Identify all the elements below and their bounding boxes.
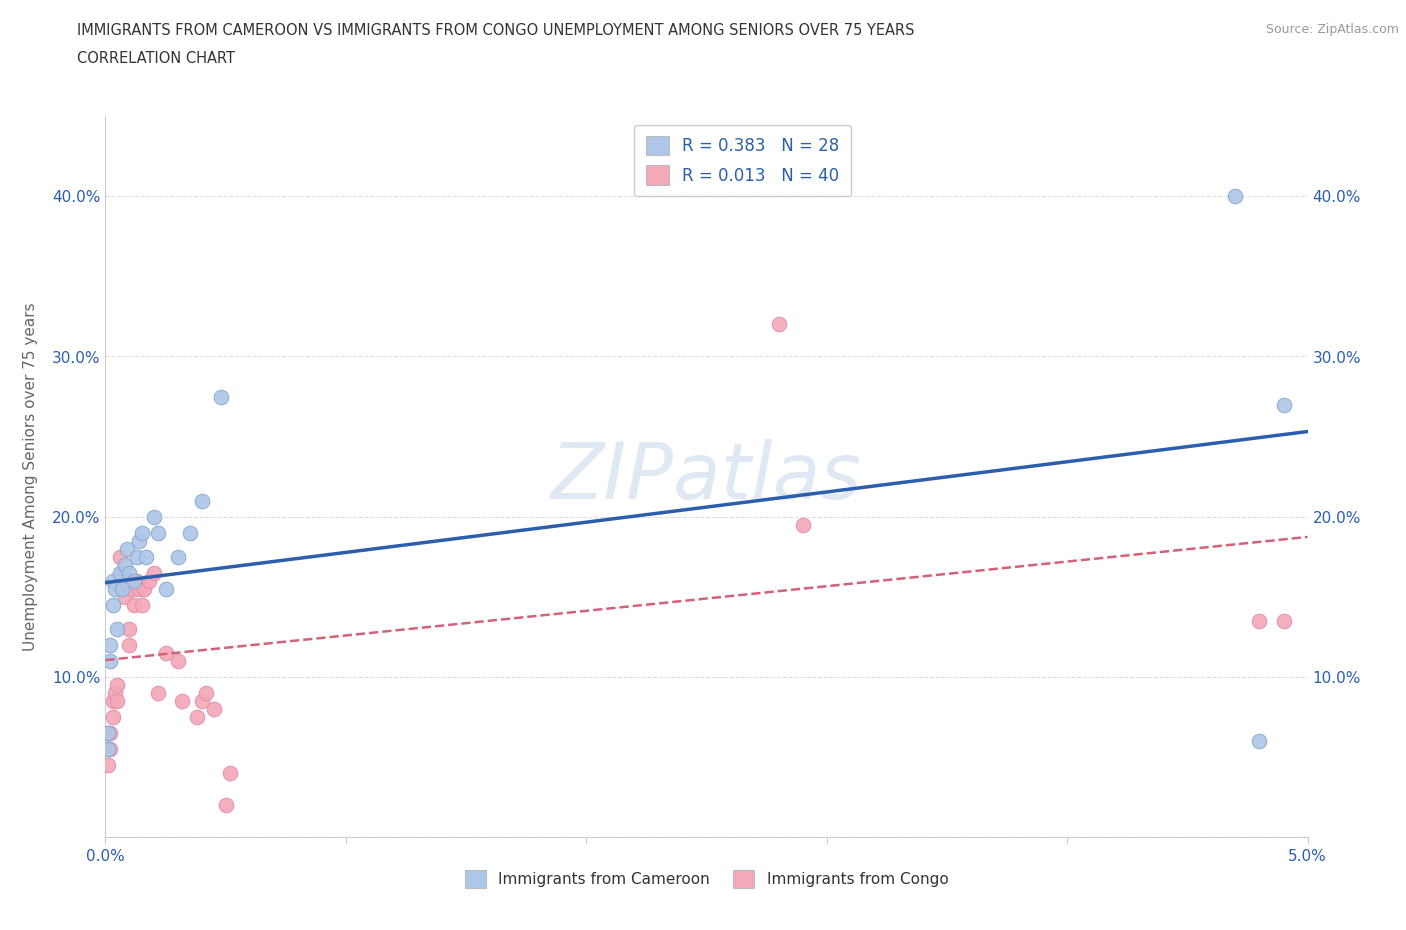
Point [97,725,120,740]
Point [209,389,232,404]
Point [166,550,188,565]
Point [1272,397,1295,412]
Point [107,694,129,709]
Point [214,798,236,813]
Point [108,573,131,588]
Point [101,573,124,588]
Point [166,654,188,669]
Y-axis label: Unemployment Among Seniors over 75 years: Unemployment Among Seniors over 75 years [24,302,38,651]
Point [104,581,127,596]
Point [111,581,134,596]
Point [142,510,165,525]
Point [107,621,129,636]
Point [190,493,212,508]
Point [768,317,790,332]
Point [104,685,127,700]
Point [179,525,201,540]
Point [128,533,150,548]
Text: IMMIGRANTS FROM CAMEROON VS IMMIGRANTS FROM CONGO UNEMPLOYMENT AMONG SENIORS OVE: IMMIGRANTS FROM CAMEROON VS IMMIGRANTS F… [77,23,915,38]
Legend: Immigrants from Cameroon, Immigrants from Congo: Immigrants from Cameroon, Immigrants fro… [458,864,955,895]
Point [118,637,141,652]
Point [148,525,170,540]
Point [121,581,143,596]
Point [1249,734,1271,749]
Point [108,565,131,580]
Point [101,710,124,724]
Point [138,573,160,588]
Point [107,677,129,692]
Point [1272,614,1295,629]
Point [190,694,212,709]
Point [142,565,165,580]
Point [135,550,157,565]
Point [202,701,225,716]
Point [98,654,121,669]
Point [115,573,138,588]
Point [97,757,120,772]
Text: ZIPatlas: ZIPatlas [551,439,862,514]
Point [124,573,146,588]
Point [118,565,141,580]
Point [101,694,124,709]
Point [125,550,148,565]
Point [155,645,177,660]
Point [219,765,242,780]
Point [1249,614,1271,629]
Point [1225,189,1247,204]
Point [98,637,121,652]
Point [108,550,131,565]
Point [97,725,120,740]
Point [128,581,150,596]
Point [172,694,194,709]
Text: Source: ZipAtlas.com: Source: ZipAtlas.com [1265,23,1399,36]
Point [186,710,208,724]
Point [114,557,136,572]
Text: CORRELATION CHART: CORRELATION CHART [77,51,235,66]
Point [98,725,121,740]
Point [195,685,218,700]
Point [97,741,120,756]
Point [118,621,141,636]
Point [101,597,124,612]
Point [124,597,146,612]
Point [111,581,134,596]
Point [111,565,134,580]
Point [792,517,814,532]
Point [98,741,121,756]
Point [97,741,120,756]
Point [114,590,136,604]
Point [115,541,138,556]
Point [131,597,153,612]
Point [125,573,148,588]
Point [155,581,177,596]
Point [131,525,153,540]
Point [148,685,170,700]
Point [132,581,155,596]
